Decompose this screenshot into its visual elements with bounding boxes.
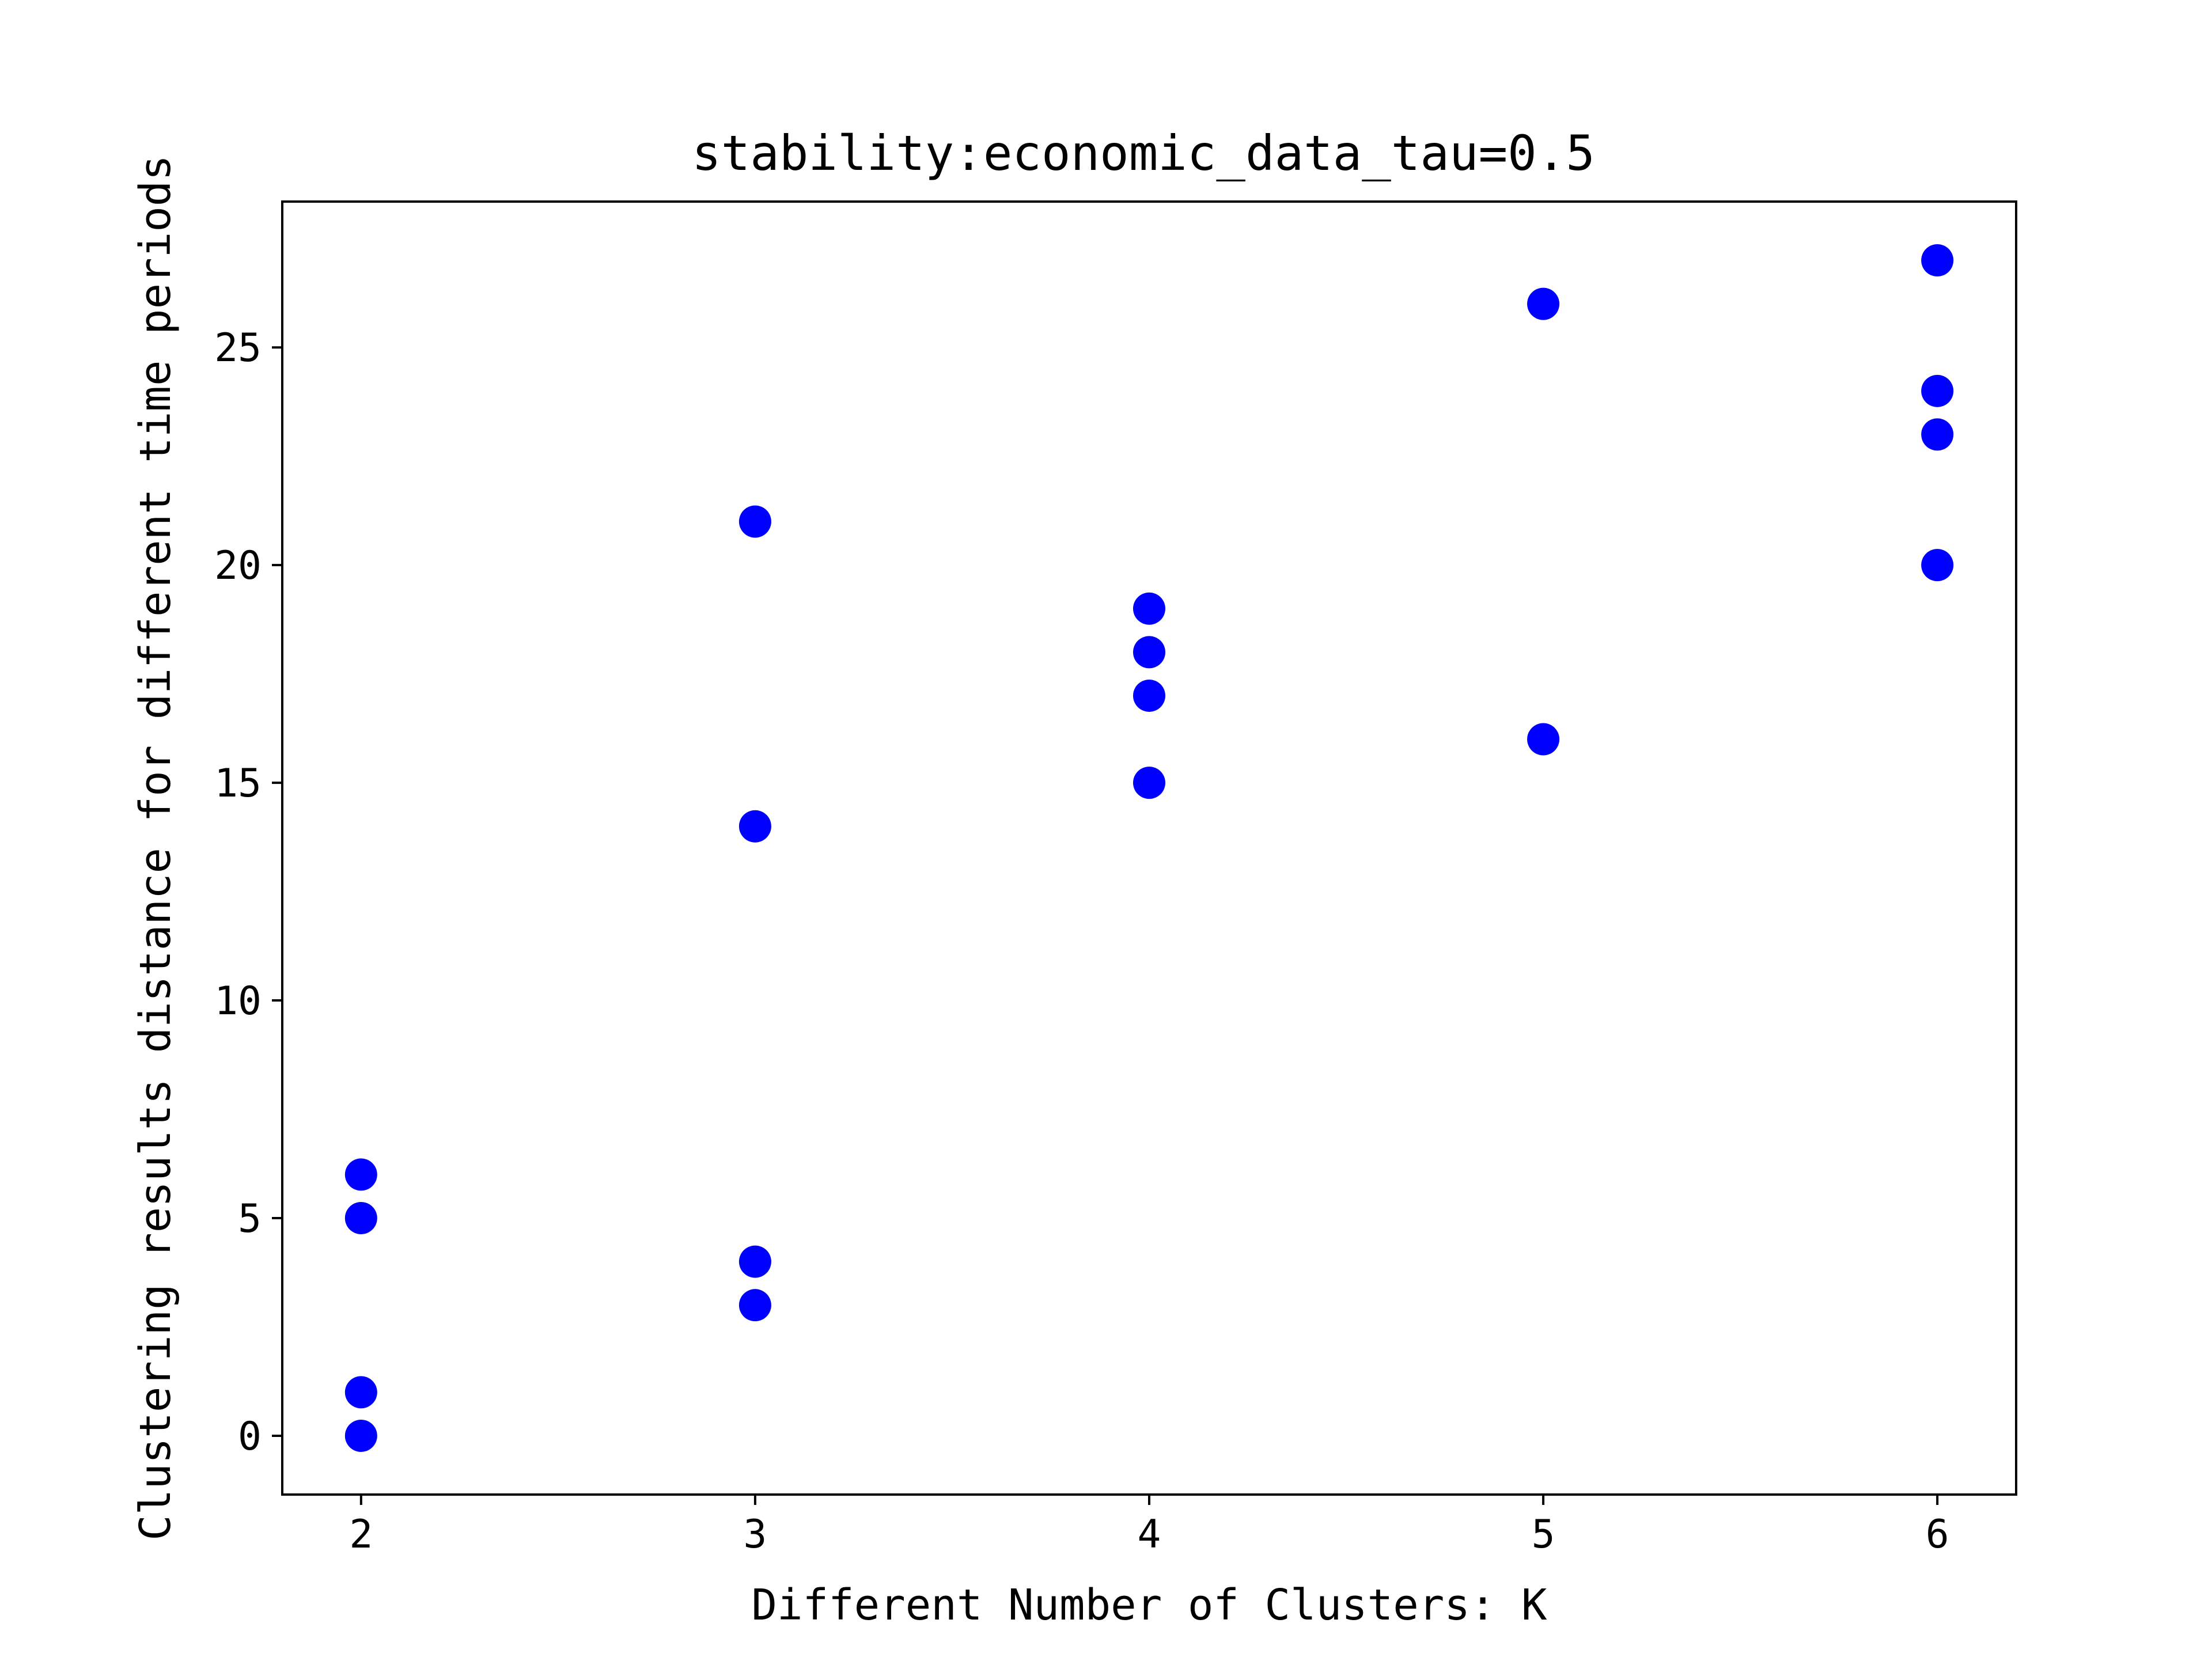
axis-ticks: 2 3 4 5 6 0 5 10 15 20 25 xyxy=(214,325,1949,1557)
scatter-point xyxy=(738,1289,771,1322)
scatter-point xyxy=(738,505,771,538)
plot-frame xyxy=(281,200,2017,1496)
scatter-point xyxy=(1133,636,1165,669)
scatter-point xyxy=(1527,287,1560,320)
chart-title: stability:economic_data_tau=0.5 xyxy=(692,125,1595,181)
y-tick-label: 0 xyxy=(238,1414,262,1459)
y-tick-label: 15 xyxy=(214,761,262,806)
plot-area xyxy=(344,244,1954,1452)
x-tick-label: 6 xyxy=(1926,1512,1949,1557)
scatter-point xyxy=(1527,723,1560,756)
x-tick-label: 4 xyxy=(1138,1512,1161,1557)
x-tick-label: 5 xyxy=(1532,1512,1555,1557)
scatter-point xyxy=(344,1376,377,1409)
scatter-point xyxy=(1921,244,1954,277)
x-axis-label: Different Number of Clusters: K xyxy=(751,1580,1547,1630)
y-tick-label: 5 xyxy=(238,1196,262,1242)
scatter-point xyxy=(1921,374,1954,407)
y-tick-label: 25 xyxy=(214,325,262,371)
y-tick-label: 20 xyxy=(214,543,262,589)
scatter-point xyxy=(738,810,771,843)
y-tick-label: 10 xyxy=(214,979,262,1024)
scatter-point xyxy=(1133,592,1165,625)
scatter-point xyxy=(1921,418,1954,451)
scatter-point xyxy=(1133,679,1165,712)
y-axis-label: Clustering results distance for differen… xyxy=(131,155,180,1541)
x-tick-label: 2 xyxy=(349,1512,373,1557)
scatter-point xyxy=(344,1202,377,1235)
scatter-point xyxy=(738,1245,771,1278)
x-tick-label: 3 xyxy=(743,1512,767,1557)
scatter-point xyxy=(1921,549,1954,582)
scatter-point xyxy=(344,1419,377,1452)
scatter-point xyxy=(1133,767,1165,799)
scatter-point xyxy=(344,1158,377,1191)
